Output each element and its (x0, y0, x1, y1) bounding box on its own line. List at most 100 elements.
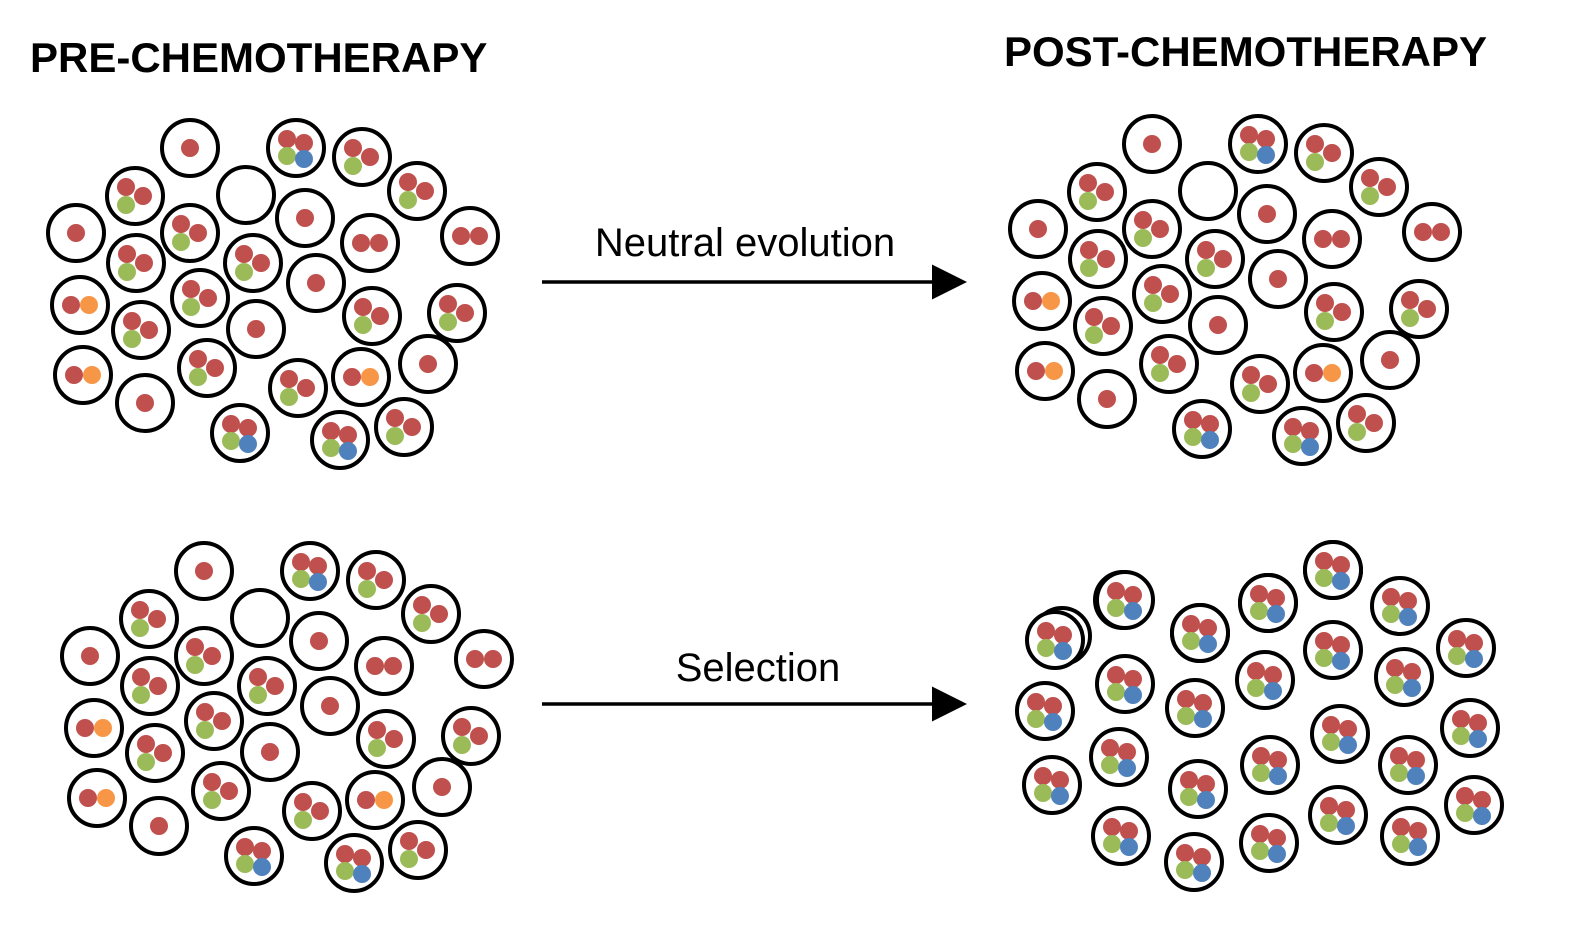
cell (210, 403, 270, 463)
cell-membrane (1178, 161, 1238, 221)
green-mutation-dot (1151, 364, 1169, 382)
cell (310, 410, 370, 470)
cell (160, 118, 220, 178)
red-mutation-dot (137, 735, 155, 753)
red-mutation-dot (182, 280, 200, 298)
cell (427, 283, 487, 343)
red-mutation-dot (1390, 747, 1408, 765)
red-mutation-dot (307, 274, 325, 292)
green-mutation-dot (1176, 861, 1194, 879)
red-mutation-dot (1101, 739, 1119, 757)
red-mutation-dot (1386, 659, 1404, 677)
red-mutation-dot (123, 312, 141, 330)
post-chemotherapy-population-neutral (1008, 114, 1462, 466)
red-mutation-dot (1332, 636, 1350, 654)
red-mutation-dot (79, 789, 97, 807)
cell (1095, 654, 1155, 714)
orange-mutation-dot (1323, 364, 1341, 382)
red-mutation-dot (1176, 844, 1194, 862)
red-mutation-dot (1473, 791, 1491, 809)
red-mutation-dot (1034, 767, 1052, 785)
green-mutation-dot (235, 263, 253, 281)
red-mutation-dot (280, 370, 298, 388)
red-mutation-dot (385, 730, 403, 748)
red-mutation-dot (1214, 250, 1232, 268)
selection-label: Selection (676, 646, 841, 690)
red-mutation-dot (261, 743, 279, 761)
post-chemotherapy-heading: POST-CHEMOTHERAPY (1004, 28, 1487, 75)
red-mutation-dot (295, 134, 313, 152)
cell (1440, 698, 1500, 758)
cell (106, 233, 166, 293)
cell (280, 541, 340, 601)
cell (1402, 202, 1462, 262)
cell (1436, 618, 1496, 678)
red-mutation-dot (1024, 292, 1042, 310)
cell (1185, 229, 1245, 289)
cell (1230, 354, 1290, 414)
red-mutation-dot (1432, 223, 1450, 241)
red-mutation-dot (195, 562, 213, 580)
cell-membrane (1240, 735, 1300, 795)
cell (1378, 735, 1438, 795)
red-mutation-dot (1143, 135, 1161, 153)
red-mutation-dot (1392, 818, 1410, 836)
green-mutation-dot (322, 439, 340, 457)
green-mutation-dot (1315, 569, 1333, 587)
blue-mutation-dot (1199, 635, 1217, 653)
blue-mutation-dot (1044, 713, 1062, 731)
red-mutation-dot (352, 234, 370, 252)
cell (1008, 199, 1068, 259)
red-mutation-dot (1044, 697, 1062, 715)
cell (1380, 806, 1440, 866)
cell-membrane (1172, 399, 1232, 459)
green-mutation-dot (1144, 294, 1162, 312)
green-mutation-dot (368, 739, 386, 757)
cell (1308, 785, 1368, 845)
red-mutation-dot (297, 379, 315, 397)
cell (332, 127, 392, 187)
red-mutation-dot (375, 571, 393, 589)
cell-membrane (230, 588, 290, 648)
cell (177, 338, 237, 398)
cell-membrane (1170, 603, 1230, 663)
cell (1304, 282, 1364, 342)
green-mutation-dot (137, 753, 155, 771)
cell-membrane (1238, 573, 1298, 633)
red-mutation-dot (154, 744, 172, 762)
red-mutation-dot (453, 718, 471, 736)
blue-mutation-dot (1257, 146, 1275, 164)
green-mutation-dot (117, 196, 135, 214)
green-mutation-dot (344, 157, 362, 175)
cell-membrane (1303, 620, 1363, 680)
red-mutation-dot (1029, 220, 1047, 238)
blue-mutation-dot (1473, 807, 1491, 825)
green-mutation-dot (1103, 835, 1121, 853)
red-mutation-dot (1259, 375, 1277, 393)
cell (1239, 813, 1299, 873)
cell (412, 757, 472, 817)
green-mutation-dot (189, 368, 207, 386)
cell-membrane (224, 826, 284, 886)
green-mutation-dot (1250, 602, 1268, 620)
green-mutation-dot (1037, 639, 1055, 657)
red-mutation-dot (1097, 250, 1115, 268)
orange-mutation-dot (94, 719, 112, 737)
cell-membrane (1168, 759, 1228, 819)
red-mutation-dot (1027, 693, 1045, 711)
cell (1022, 755, 1082, 815)
green-mutation-dot (1348, 423, 1366, 441)
red-mutation-dot (430, 605, 448, 623)
cell-membrane (324, 833, 384, 893)
red-mutation-dot (266, 677, 284, 695)
blue-mutation-dot (1194, 710, 1212, 728)
pre-chemotherapy-population-neutral (46, 118, 500, 470)
red-mutation-dot (1197, 775, 1215, 793)
red-mutation-dot (292, 553, 310, 571)
green-mutation-dot (1107, 683, 1125, 701)
cell (1172, 399, 1232, 459)
cell-membrane (1165, 678, 1225, 738)
cell (289, 611, 349, 671)
red-mutation-dot (1080, 241, 1098, 259)
red-mutation-dot (1201, 415, 1219, 433)
